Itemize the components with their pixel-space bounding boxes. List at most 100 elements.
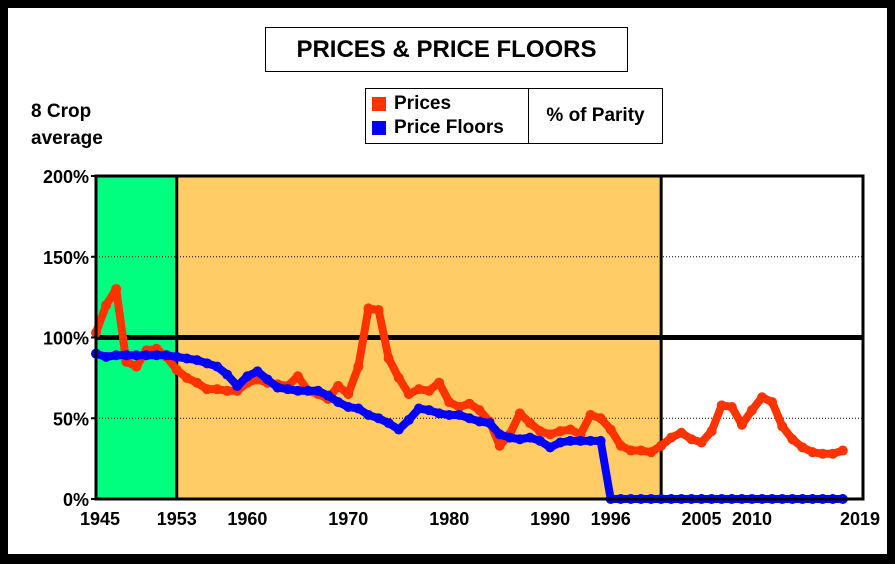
data-point-0-1965 — [292, 371, 303, 382]
data-point-1-1970 — [343, 401, 354, 412]
data-point-1-1963 — [272, 382, 283, 393]
data-point-0-2009 — [736, 419, 747, 430]
data-point-0-1969 — [333, 380, 344, 391]
y-axis-label: 8 Crop average — [31, 101, 103, 149]
legend-item-price-floors: Price Floors — [372, 117, 504, 139]
y-tick-label: 100% — [43, 329, 89, 349]
price-floors-swatch-icon — [372, 121, 386, 135]
x-tick-label: 1996 — [591, 509, 631, 529]
data-point-0-2015 — [797, 442, 808, 453]
data-point-1-1977 — [413, 403, 424, 414]
data-point-0-2003 — [676, 427, 687, 438]
data-point-0-1985 — [494, 440, 505, 451]
data-point-0-1971 — [353, 361, 364, 372]
data-point-0-1982 — [464, 398, 475, 409]
data-point-1-1959 — [232, 380, 243, 391]
data-point-1-1953 — [171, 351, 182, 362]
data-point-1-1984 — [484, 418, 495, 429]
data-point-0-1997 — [615, 440, 626, 451]
legend: Prices Price Floors — [365, 88, 529, 144]
data-point-0-2004 — [686, 434, 697, 445]
data-point-1-1948 — [121, 350, 132, 361]
data-point-0-1983 — [474, 405, 485, 416]
data-point-0-1953 — [171, 364, 182, 375]
data-point-0-2000 — [646, 447, 657, 458]
data-point-0-2011 — [757, 392, 768, 403]
data-point-1-1952 — [161, 350, 172, 361]
x-tick-label: 2010 — [732, 509, 772, 529]
data-point-0-1957 — [212, 384, 223, 395]
data-point-0-2005 — [696, 437, 707, 448]
x-tick-label: 1945 — [80, 509, 120, 529]
data-point-0-1955 — [191, 377, 202, 388]
data-point-1-1974 — [383, 418, 394, 429]
data-point-1-1990 — [545, 442, 556, 453]
data-point-1-1989 — [535, 435, 546, 446]
data-point-1-1986 — [504, 432, 515, 443]
data-point-1-1993 — [575, 435, 586, 446]
data-point-0-1994 — [585, 410, 596, 421]
data-point-0-1987 — [514, 408, 525, 419]
y-tick-label: 50% — [53, 409, 89, 429]
data-point-1-1960 — [242, 371, 253, 382]
data-point-0-1976 — [403, 389, 414, 400]
data-point-0-1977 — [413, 384, 424, 395]
data-point-1-1982 — [464, 413, 475, 424]
data-point-0-1991 — [555, 426, 566, 437]
data-point-0-1989 — [535, 426, 546, 437]
data-point-1-1958 — [222, 369, 233, 380]
data-point-0-2017 — [817, 448, 828, 459]
data-point-0-1970 — [343, 389, 354, 400]
legend-label-price-floors: Price Floors — [394, 117, 504, 138]
x-tick-label: 2019 — [840, 509, 880, 529]
data-point-1-1988 — [524, 432, 535, 443]
data-point-1-1966 — [302, 385, 313, 396]
x-tick-label: 1970 — [328, 509, 368, 529]
data-point-0-1998 — [625, 445, 636, 456]
data-point-0-1975 — [393, 372, 404, 383]
data-point-0-2012 — [767, 397, 778, 408]
data-point-1-1961 — [252, 366, 263, 377]
data-point-0-2002 — [666, 432, 677, 443]
data-point-1-1975 — [393, 424, 404, 435]
data-point-1-1973 — [373, 413, 384, 424]
data-point-0-1981 — [454, 401, 465, 412]
x-tick-label: 1980 — [429, 509, 469, 529]
data-point-1-1994 — [585, 435, 596, 446]
data-point-0-2019 — [837, 445, 848, 456]
data-point-0-1980 — [444, 397, 455, 408]
data-point-1-1972 — [363, 410, 374, 421]
data-point-0-1973 — [373, 305, 384, 316]
data-point-0-1949 — [131, 361, 142, 372]
data-point-0-1995 — [595, 413, 606, 424]
data-point-0-1974 — [383, 353, 394, 364]
data-point-1-1965 — [292, 385, 303, 396]
y-tick-label: 0% — [63, 490, 89, 510]
data-point-1-1987 — [514, 434, 525, 445]
data-point-1-1947 — [111, 350, 122, 361]
data-point-0-1996 — [605, 424, 616, 435]
data-point-1-1969 — [333, 397, 344, 408]
data-point-0-1979 — [434, 377, 445, 388]
data-point-0-1947 — [111, 284, 122, 295]
data-point-1-1950 — [141, 350, 152, 361]
data-point-1-1995 — [595, 435, 606, 446]
data-point-1-1971 — [353, 403, 364, 414]
data-point-1-1985 — [494, 429, 505, 440]
chart-title: PRICES & PRICE FLOORS — [265, 27, 628, 72]
data-point-1-1951 — [151, 350, 162, 361]
x-tick-label: 1990 — [530, 509, 570, 529]
data-point-1-1983 — [474, 416, 485, 427]
data-point-1-1978 — [424, 405, 435, 416]
data-point-1-1968 — [323, 390, 334, 401]
data-point-0-2007 — [716, 400, 727, 411]
data-point-1-1956 — [202, 358, 213, 369]
data-point-0-2014 — [787, 434, 798, 445]
data-point-0-2006 — [706, 426, 717, 437]
data-point-0-2008 — [726, 401, 737, 412]
data-point-0-1988 — [524, 418, 535, 429]
data-point-0-1946 — [101, 300, 112, 311]
y-tick-label: 150% — [43, 248, 89, 268]
data-point-0-1972 — [363, 303, 374, 314]
